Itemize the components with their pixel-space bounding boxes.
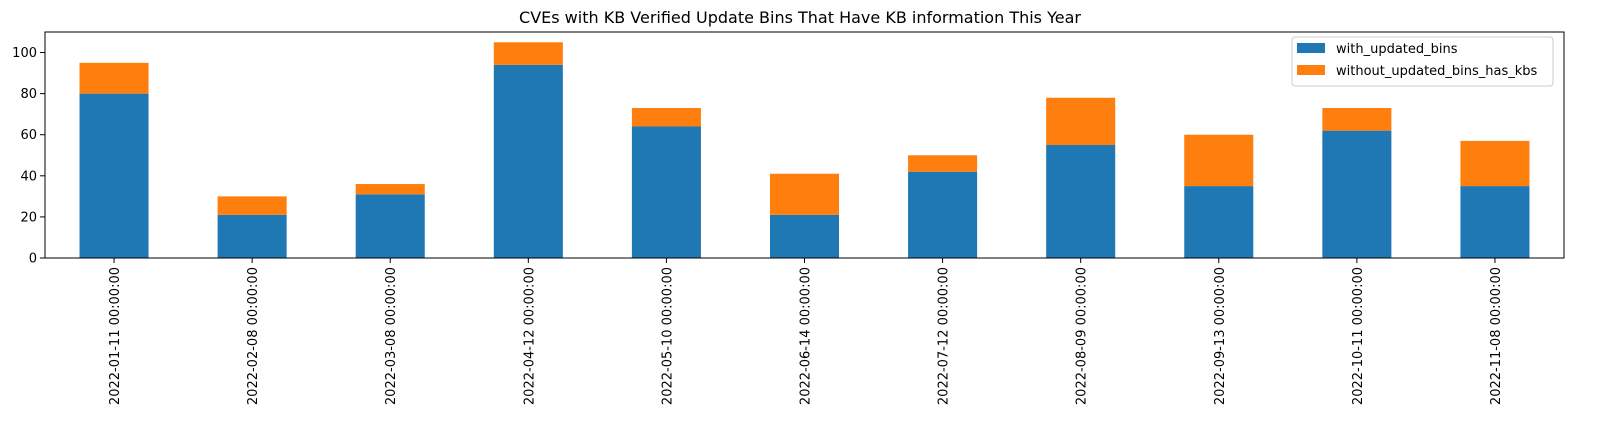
y-tick-label: 40 <box>20 169 37 184</box>
bar-segment-with-updated-bins <box>217 214 287 258</box>
x-tick-label: 2022-10-11 00:00:00 <box>1351 267 1366 405</box>
y-tick-label: 20 <box>20 210 37 225</box>
x-axis: 2022-01-11 00:00:00 2022-02-08 00:00:00 20… <box>108 258 1504 405</box>
legend-frame <box>1291 36 1554 87</box>
y-tick-label: 100 <box>12 46 37 61</box>
x-tick-label: 2022-05-10 00:00:00 <box>660 267 675 405</box>
bar-segment-without-updated-bins-has-kbs <box>1460 140 1530 187</box>
bar-segment-with-updated-bins <box>631 126 701 258</box>
bar-segment-without-updated-bins-has-kbs <box>769 173 840 215</box>
x-tick-label: 2022-03-08 00:00:00 <box>384 267 399 405</box>
x-tick-label: 2022-04-12 00:00:00 <box>522 267 537 405</box>
bar-segment-with-updated-bins <box>493 64 563 259</box>
bar-segment-without-updated-bins-has-kbs <box>355 184 425 195</box>
legend-swatch <box>1297 65 1325 75</box>
bar-segment-without-updated-bins-has-kbs <box>1184 134 1254 187</box>
bar-segment-with-updated-bins <box>79 93 149 258</box>
chart-title: CVEs with KB Verified Update Bins That H… <box>519 8 1081 27</box>
bar-segment-without-updated-bins-has-kbs <box>631 108 701 127</box>
x-tick-label: 2022-07-12 00:00:00 <box>937 267 952 405</box>
y-axis: 0 20 40 60 80 100 <box>12 46 45 267</box>
bar-segment-without-updated-bins-has-kbs <box>1322 108 1392 131</box>
legend: with_updated_bins without_updated_bins_h… <box>1291 36 1554 87</box>
x-tick-label: 2022-01-11 00:00:00 <box>108 267 123 405</box>
bar-segment-with-updated-bins <box>1322 130 1392 258</box>
bars-layer <box>79 42 1530 259</box>
x-tick-label: 2022-09-13 00:00:00 <box>1213 267 1228 405</box>
bar-segment-without-updated-bins-has-kbs <box>908 155 978 172</box>
bar-segment-without-updated-bins-has-kbs <box>493 42 563 65</box>
x-tick-label: 2022-11-08 00:00:00 <box>1489 267 1504 405</box>
bar-segment-with-updated-bins <box>908 171 978 258</box>
legend-label: without_updated_bins_has_kbs <box>1336 64 1538 79</box>
y-tick-label: 80 <box>20 87 37 102</box>
bar-segment-with-updated-bins <box>1184 186 1254 258</box>
bar-segment-with-updated-bins <box>769 214 840 258</box>
bar-segment-without-updated-bins-has-kbs <box>79 62 149 94</box>
x-tick-label: 2022-06-14 00:00:00 <box>799 267 814 405</box>
bar-segment-with-updated-bins <box>355 194 425 258</box>
bar-segment-with-updated-bins <box>1046 145 1116 258</box>
bar-segment-without-updated-bins-has-kbs <box>217 196 287 215</box>
bar-segment-with-updated-bins <box>1460 186 1530 258</box>
bar-segment-without-updated-bins-has-kbs <box>1046 97 1116 145</box>
x-tick-label: 2022-02-08 00:00:00 <box>246 267 261 405</box>
x-tick-label: 2022-08-09 00:00:00 <box>1075 267 1090 405</box>
y-tick-label: 60 <box>20 128 37 143</box>
legend-label: with_updated_bins <box>1336 42 1458 57</box>
y-tick-label: 0 <box>29 252 37 267</box>
legend-swatch <box>1297 43 1325 53</box>
